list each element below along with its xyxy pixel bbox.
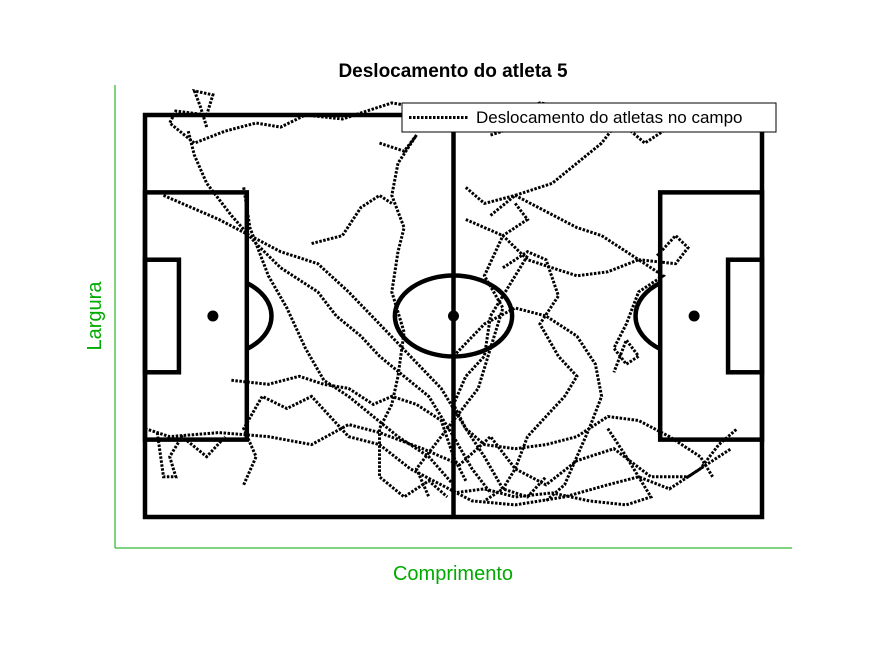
center-spot [448,310,459,322]
track-segment-4 [167,88,417,145]
track-segment-19 [451,254,714,478]
track-segment-20 [453,427,654,507]
track-segment-2 [155,432,227,479]
track-segment-6 [242,187,455,486]
left-penalty-spot [207,310,219,322]
track-segment-10 [242,394,739,507]
left-goal-box [142,257,182,375]
track-segment-7 [378,134,449,499]
track-segment-9 [231,374,468,482]
x-axis-label: Comprimento [393,563,513,585]
chart-title: Deslocamento do atleta 5 [338,61,568,82]
y-axis-label: Largura [84,281,106,351]
right-penalty-arc [633,280,662,352]
legend: Deslocamento do atletas no campo [401,102,777,133]
center-circle [392,273,515,359]
axes [114,85,792,549]
legend-label: Deslocamento do atletas no campo [476,108,743,127]
right-penalty-spot [688,310,700,322]
track-segment-11 [464,186,691,266]
track-segment-1 [144,422,732,487]
left-penalty-arc [245,280,274,352]
right-goal-box [725,257,765,375]
legend-box [401,102,777,133]
pitch [142,112,765,520]
track-segment-8 [311,193,393,246]
track-segment-13 [483,250,579,503]
track-segment-14 [452,306,604,503]
left-penalty-box [142,190,250,442]
player-tracks [144,88,739,507]
right-penalty-box [657,190,765,442]
track-segment-12 [465,218,667,373]
